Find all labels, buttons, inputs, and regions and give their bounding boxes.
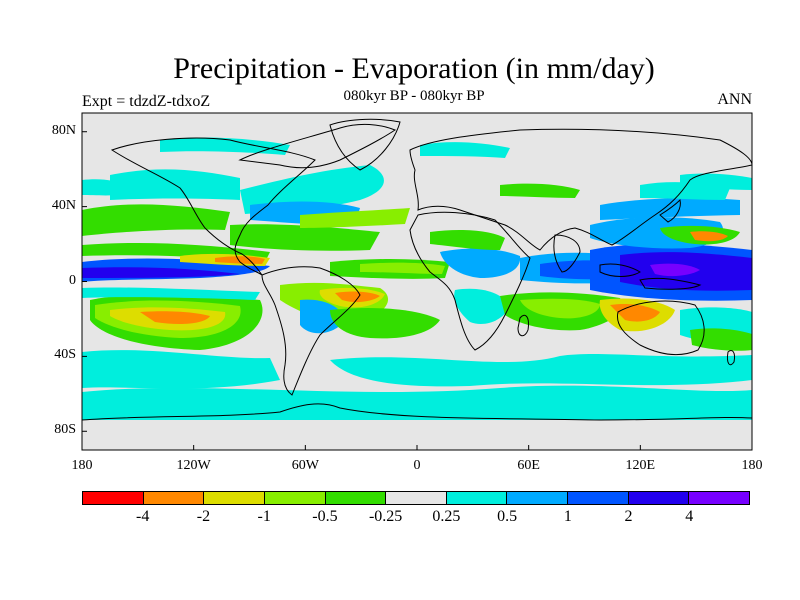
tick-marks xyxy=(81,131,753,450)
lat-tick-label: 40N xyxy=(51,197,76,213)
colorbar-label: -2 xyxy=(196,508,211,525)
colorbar-swatch xyxy=(83,492,144,504)
colorbar-label: -0.5 xyxy=(312,508,338,525)
colorbar-swatch xyxy=(628,492,690,504)
lat-tick-label: 80N xyxy=(51,122,76,138)
colorbar-label: 1 xyxy=(563,508,572,525)
lon-tick-label: 60E xyxy=(517,458,540,473)
colorbar-swatch xyxy=(689,492,750,504)
chart-title: Precipitation - Evaporation (in mm/day) xyxy=(173,52,655,85)
colorbar-swatch xyxy=(446,492,508,504)
colorbar-swatch xyxy=(568,492,629,504)
colorbar-swatch xyxy=(204,492,265,504)
experiment-label: Expt = tdzdZ-tdxoZ xyxy=(82,93,211,110)
colorbar xyxy=(82,491,750,505)
colorbar-label: 4 xyxy=(685,508,694,525)
pe-field xyxy=(82,137,752,420)
colorbar-swatch xyxy=(386,492,447,504)
colorbar-label: -1 xyxy=(257,508,271,525)
chart-subtitle: 080kyr BP - 080kyr BP xyxy=(343,88,485,104)
lat-tick-label: 0 xyxy=(69,272,76,288)
colorbar-label: -0.25 xyxy=(368,508,403,525)
colorbar-label: -4 xyxy=(136,508,150,525)
lon-tick-label: 120W xyxy=(176,458,211,473)
season-label: ANN xyxy=(717,91,752,108)
lat-tick-label: 80S xyxy=(54,422,76,438)
colorbar-swatch xyxy=(325,492,387,504)
colorbar-swatch xyxy=(143,492,205,504)
lat-tick-label: 40S xyxy=(54,347,76,363)
colorbar-label: 0.25 xyxy=(432,508,461,525)
lon-tick-label: 0 xyxy=(413,458,421,473)
coastlines xyxy=(82,118,752,421)
colorbar-swatch xyxy=(264,492,326,504)
lon-tick-label: 120E xyxy=(625,458,656,473)
lon-tick-label: 60W xyxy=(291,458,319,473)
lon-tick-label: 180 xyxy=(741,458,763,473)
colorbar-swatch xyxy=(507,492,569,504)
colorbar-label: 0.5 xyxy=(497,508,518,525)
map-panel xyxy=(82,113,752,450)
lon-tick-label: 180 xyxy=(71,458,93,473)
colorbar-label: 2 xyxy=(624,508,633,525)
